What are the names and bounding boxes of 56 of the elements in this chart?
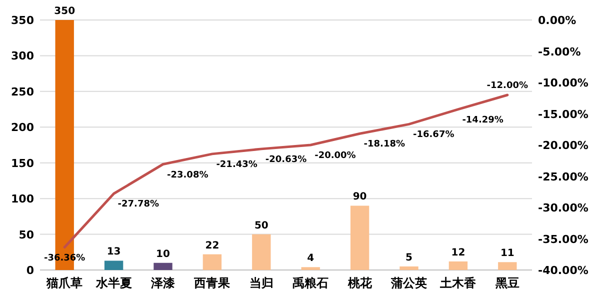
x-tick-label: 猫爪草 — [46, 276, 83, 290]
y-tick-label: 350 — [11, 14, 34, 27]
bar — [202, 254, 222, 270]
bar — [350, 206, 370, 270]
bar — [301, 267, 320, 270]
data-label: 12 — [451, 247, 466, 258]
data-label: -20.63% — [265, 154, 307, 165]
x-tick-label: 桃花 — [346, 276, 373, 290]
x-tick-label: 水半夏 — [94, 276, 132, 290]
bar — [154, 262, 172, 270]
y2-tick-label: -35.00% — [538, 232, 588, 246]
data-label: -12.00% — [486, 81, 528, 91]
bar — [400, 266, 418, 270]
bar — [252, 234, 271, 270]
line-series — [63, 94, 509, 248]
y2-tick-label: 0.00% — [538, 14, 576, 27]
data-label: 22 — [205, 240, 220, 252]
y2-tick-label: -30.00% — [538, 202, 588, 214]
data-label: 90 — [352, 192, 367, 203]
y2-tick-label: -10.00% — [538, 76, 588, 90]
y2-tick-label: -20.00% — [538, 139, 588, 152]
bar — [104, 260, 124, 270]
data-label: -27.78% — [118, 200, 160, 210]
y2-tick-label: -15.00% — [538, 108, 588, 121]
data-label: -14.29% — [462, 115, 504, 126]
x-tick-label: 黑豆 — [494, 276, 520, 290]
bar — [448, 261, 468, 270]
x-tick-label: 泽漆 — [150, 276, 176, 290]
data-label: 10 — [156, 248, 170, 260]
x-tick-label: 西青果 — [193, 276, 232, 290]
y-tick-label: 250 — [11, 85, 34, 98]
x-tick-label: 禹粮石 — [292, 276, 329, 290]
x-tick-label: 蒲公英 — [390, 276, 427, 290]
data-label: 50 — [254, 220, 268, 232]
y2-tick-label: -25.00% — [538, 170, 588, 184]
data-label: -23.08% — [167, 170, 208, 180]
bar — [498, 262, 517, 270]
data-label: 5 — [406, 252, 413, 264]
data-label: -20.00% — [314, 151, 356, 161]
x-tick-label: 土木香 — [439, 276, 478, 290]
y-tick-label: 50 — [18, 228, 34, 242]
x-tick-label: 当归 — [249, 276, 274, 290]
data-label: 13 — [106, 246, 121, 258]
data-label: -16.67% — [413, 130, 454, 140]
data-label: -21.43% — [216, 160, 258, 170]
y2-tick-label: -40.00% — [538, 264, 588, 277]
data-label: 11 — [500, 248, 514, 260]
data-label: 4 — [307, 253, 314, 264]
y-tick-label: 0 — [26, 264, 34, 277]
data-label: 350 — [54, 6, 76, 17]
y-tick-label: 150 — [11, 156, 34, 170]
data-label: -18.18% — [364, 140, 406, 150]
y-tick-label: 300 — [11, 50, 34, 63]
y-tick-label: 200 — [11, 121, 34, 134]
y-tick-label: 100 — [11, 192, 34, 206]
y2-tick-label: -5.00% — [538, 45, 581, 58]
